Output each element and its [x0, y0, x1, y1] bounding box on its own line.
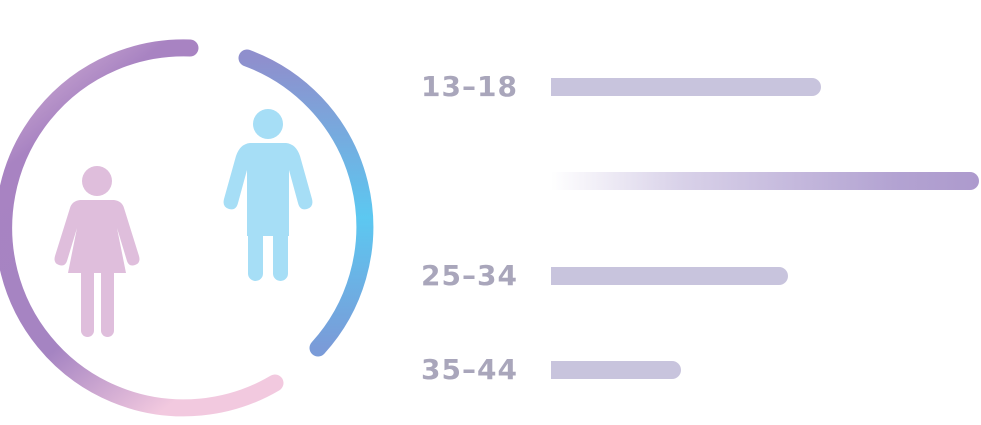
age-bar-1	[551, 172, 979, 190]
age-bar-0	[551, 78, 821, 96]
female-ring-arc	[0, 39, 284, 417]
age-label-3: 35–44	[421, 353, 518, 386]
age-label-2: 25–34	[421, 259, 518, 292]
age-bar-3	[551, 361, 681, 379]
female-icon	[54, 166, 140, 337]
male-ring-arc	[238, 49, 374, 357]
gender-ring-graphic	[0, 39, 374, 417]
age-bar-2	[551, 267, 788, 285]
male-icon	[223, 109, 313, 281]
age-label-0: 13–18	[421, 70, 518, 103]
